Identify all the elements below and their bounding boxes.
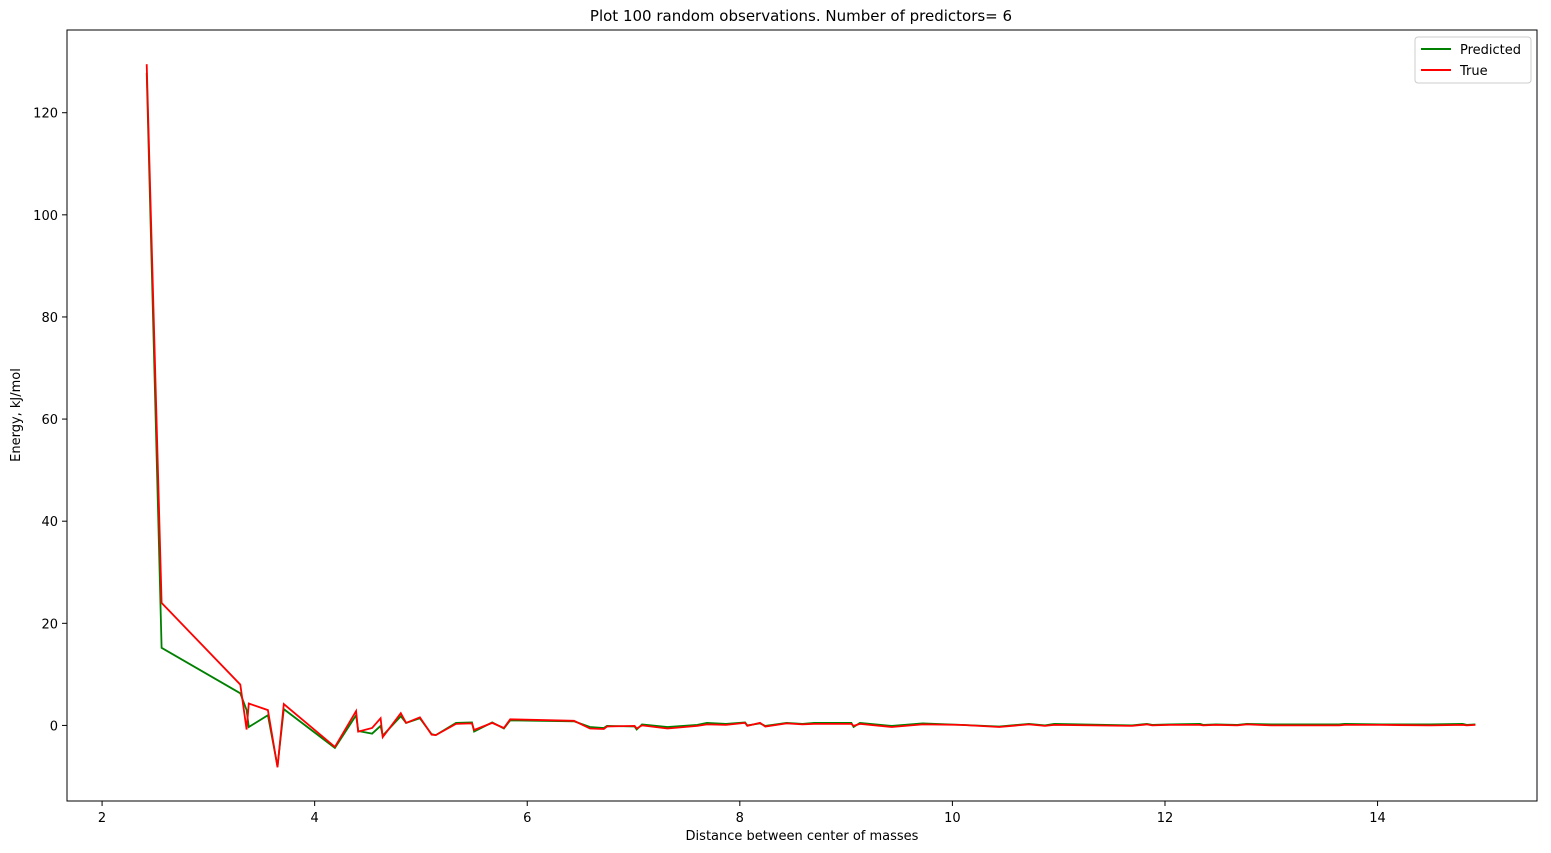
x-axis-label: Distance between center of masses xyxy=(686,829,919,844)
series-line-true xyxy=(145,64,1476,768)
y-axis-label: Energy, kJ/mol xyxy=(9,368,24,462)
legend: Predicted True xyxy=(1414,36,1532,84)
y-tick-label: 0 xyxy=(50,719,58,734)
y-tick-label: 80 xyxy=(41,311,58,326)
legend-label-true: True xyxy=(1459,64,1488,79)
y-tick-label: 100 xyxy=(33,209,58,224)
y-axis: 0 20 40 60 80 100 120 xyxy=(33,107,67,734)
y-tick-label: 120 xyxy=(33,107,58,122)
x-axis: 2 4 6 8 10 12 14 xyxy=(98,801,1386,826)
x-tick-label: 4 xyxy=(311,811,319,826)
x-tick-label: 14 xyxy=(1369,811,1386,826)
series-line-predicted xyxy=(145,72,1476,767)
y-tick-label: 60 xyxy=(41,413,58,428)
legend-label-predicted: Predicted xyxy=(1460,43,1521,58)
chart-title: Plot 100 random observations. Number of … xyxy=(590,7,1012,25)
y-tick-label: 20 xyxy=(41,617,58,632)
x-tick-label: 6 xyxy=(523,811,531,826)
x-tick-label: 2 xyxy=(98,811,106,826)
x-tick-label: 8 xyxy=(736,811,744,826)
plot-frame xyxy=(66,29,1538,802)
x-tick-label: 10 xyxy=(944,811,961,826)
x-tick-label: 12 xyxy=(1157,811,1174,826)
series-layer xyxy=(145,64,1476,768)
y-tick-label: 40 xyxy=(41,515,58,530)
